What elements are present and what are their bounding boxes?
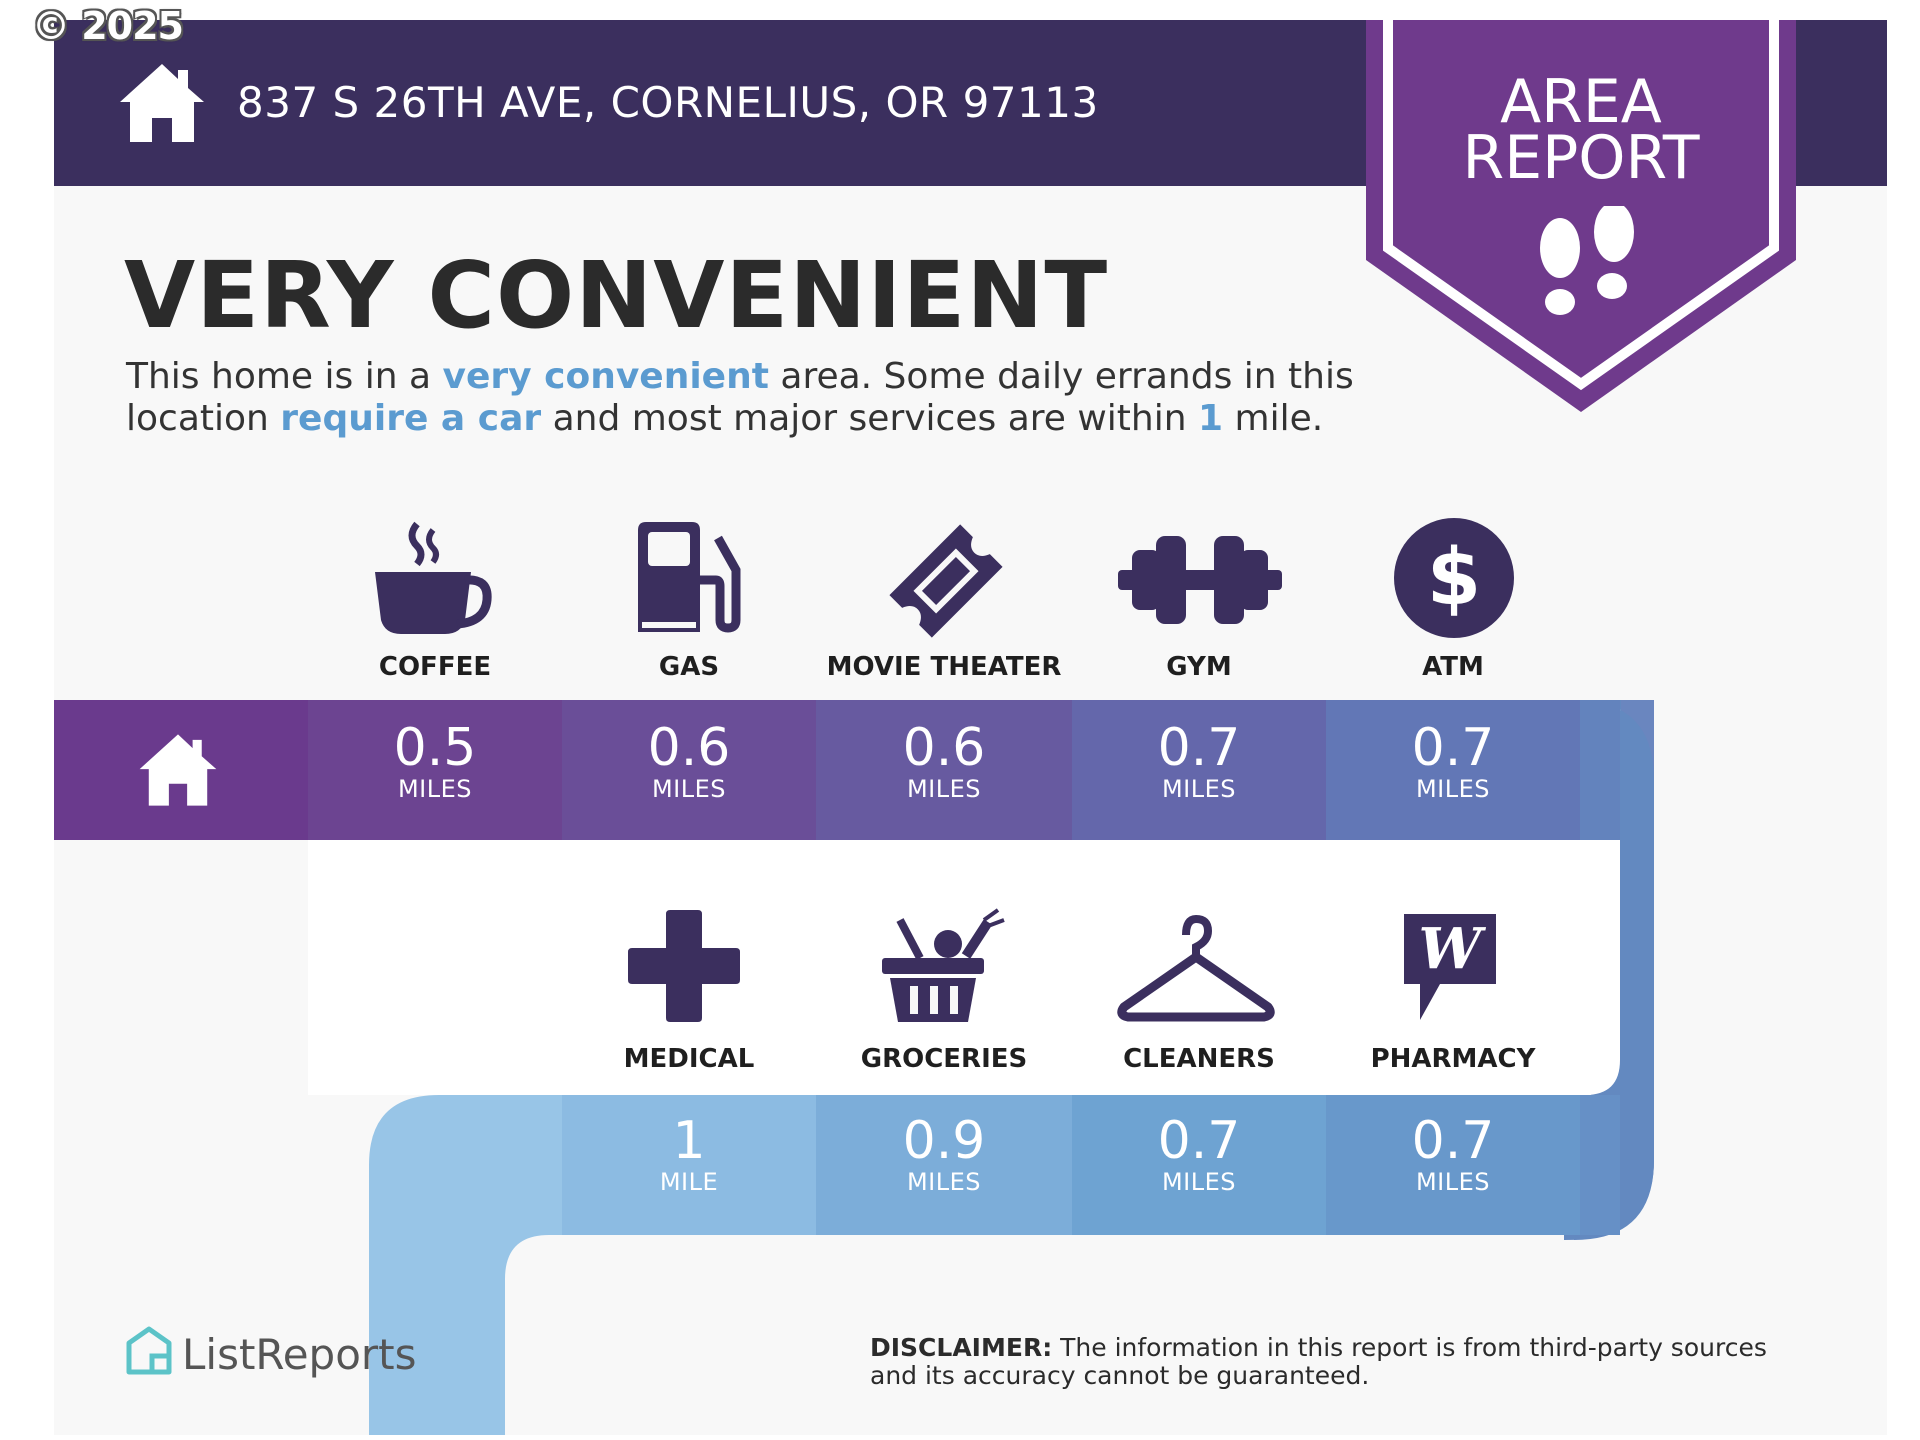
- medical-cross-icon: [628, 910, 740, 1022]
- walgreens-icon: W: [1404, 914, 1496, 1020]
- highlight-very-convenient: very convenient: [442, 356, 769, 397]
- dumbbell-icon: [1118, 536, 1282, 624]
- area-report-badge: [1366, 20, 1796, 412]
- listreports-logo-icon: [126, 1326, 172, 1375]
- category-label-pharmacy: PHARMACY: [1370, 1044, 1536, 1074]
- distance-gym: 0.7 MILES: [1157, 718, 1241, 803]
- highlight-require-car: require a car: [280, 398, 542, 439]
- disclaimer: DISCLAIMER: The information in this repo…: [870, 1333, 1767, 1390]
- category-label-coffee: COFFEE: [378, 652, 492, 682]
- distance-groceries: 0.9 MILES: [902, 1111, 986, 1196]
- footprints-icon: [1540, 206, 1634, 315]
- badge-title-line2: REPORT: [1462, 123, 1700, 193]
- distance-pharmacy: 0.7 MILES: [1411, 1111, 1495, 1196]
- category-label-movie-theater: MOVIE THEATER: [826, 652, 1062, 682]
- highlight-distance: 1: [1198, 398, 1224, 439]
- distance-movie-theater: 0.6 MILES: [902, 718, 986, 803]
- copyright-watermark: © 2025: [32, 4, 184, 48]
- distance-coffee: 0.5 MILES: [393, 718, 477, 803]
- category-label-cleaners: CLEANERS: [1123, 1044, 1275, 1074]
- left-spacer: [54, 840, 308, 1095]
- listreports-brand: ListReports: [182, 1330, 417, 1379]
- category-label-gas: GAS: [658, 652, 720, 682]
- category-label-medical: MEDICAL: [623, 1044, 755, 1074]
- gas-pump-icon: [638, 522, 741, 633]
- ticket-icon: [889, 524, 1003, 638]
- basket-icon: [882, 908, 1005, 1022]
- badge-title-line1: AREA: [1500, 67, 1662, 137]
- convenience-title: VERY CONVENIENT: [124, 242, 1109, 349]
- distance-atm: 0.7 MILES: [1411, 718, 1495, 803]
- svg-text:W: W: [1419, 916, 1487, 982]
- category-label-gym: GYM: [1166, 652, 1232, 682]
- distance-medical: 1 MILE: [659, 1111, 719, 1196]
- distance-gas: 0.6 MILES: [647, 718, 731, 803]
- property-address: 837 S 26TH AVE, CORNELIUS, OR 97113: [237, 78, 1099, 127]
- convenience-description: This home is in a very convenient area. …: [126, 356, 1354, 439]
- home-icon: [120, 64, 204, 142]
- category-label-atm: ATM: [1422, 652, 1484, 682]
- distance-cleaners: 0.7 MILES: [1157, 1111, 1241, 1196]
- svg-text:$: $: [1427, 533, 1481, 623]
- path-ribbon: [54, 700, 1654, 1435]
- coffee-cup-icon: [375, 521, 492, 634]
- dollar-icon: $: [1394, 518, 1514, 638]
- home-marker-icon: [139, 734, 217, 806]
- category-label-groceries: GROCERIES: [860, 1044, 1028, 1074]
- area-report-card: 837 S 26TH AVE, CORNELIUS, OR 97113 AREA…: [54, 20, 1887, 1435]
- hanger-icon: [1117, 914, 1275, 1022]
